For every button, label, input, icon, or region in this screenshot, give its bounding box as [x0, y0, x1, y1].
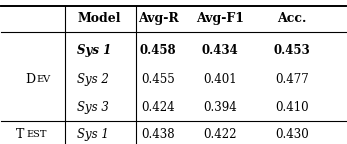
- Text: 0.477: 0.477: [276, 73, 309, 86]
- Text: 0.410: 0.410: [276, 101, 309, 114]
- Text: 0.422: 0.422: [203, 128, 237, 141]
- Text: T: T: [16, 128, 25, 141]
- Text: 0.438: 0.438: [141, 128, 175, 141]
- Text: Avg-F1: Avg-F1: [196, 12, 244, 25]
- Text: EV: EV: [37, 75, 51, 84]
- Text: 0.424: 0.424: [141, 101, 175, 114]
- Text: Sys 1: Sys 1: [77, 128, 109, 141]
- Text: 0.458: 0.458: [140, 44, 176, 57]
- Text: D: D: [26, 73, 36, 86]
- Text: 0.394: 0.394: [203, 101, 237, 114]
- Text: Avg-R: Avg-R: [138, 12, 178, 25]
- Text: 0.455: 0.455: [141, 73, 175, 86]
- Text: Model: Model: [77, 12, 121, 25]
- Text: Acc.: Acc.: [278, 12, 307, 25]
- Text: Sys 1: Sys 1: [77, 44, 111, 57]
- Text: 0.430: 0.430: [276, 128, 309, 141]
- Text: Sys 3: Sys 3: [77, 101, 109, 114]
- Text: 0.401: 0.401: [203, 73, 237, 86]
- Text: 0.453: 0.453: [274, 44, 311, 57]
- Text: EST: EST: [26, 130, 47, 139]
- Text: 0.434: 0.434: [202, 44, 238, 57]
- Text: Sys 2: Sys 2: [77, 73, 109, 86]
